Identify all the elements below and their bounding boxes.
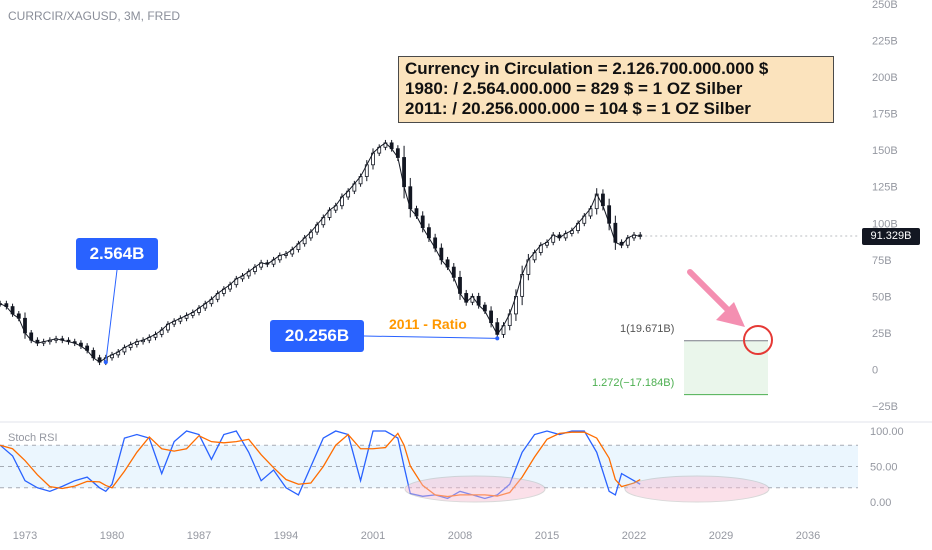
drawing-overlay xyxy=(103,235,860,396)
rsi-oversold-ellipse-1 xyxy=(404,475,546,503)
fib-extension-zone xyxy=(684,340,768,395)
time-tick-label: 2015 xyxy=(535,530,559,542)
main-price-plot xyxy=(0,139,643,366)
rsi-oversold-ellipse-2 xyxy=(624,475,770,503)
stoch-rsi-d-line xyxy=(0,431,641,498)
time-tick-label: 2022 xyxy=(622,530,646,542)
price-tick-label: 0 xyxy=(872,364,878,376)
note-line-3: 2011: / 20.256.000.000 = 104 $ = 1 OZ Si… xyxy=(405,99,751,118)
time-tick-label: 2036 xyxy=(796,530,820,542)
note-line-2: 1980: / 2.564.000.000 = 829 $ = 1 OZ Sil… xyxy=(405,79,743,98)
arrow-head xyxy=(716,302,745,327)
price-tick-label: 125B xyxy=(872,182,898,194)
stoch-rsi-axis: 100.00 50.00 0.00 xyxy=(870,426,904,509)
callout-2011-low: 20.256B xyxy=(270,320,364,352)
time-tick-label: 2008 xyxy=(448,530,472,542)
time-tick-label: 1973 xyxy=(13,530,37,542)
time-tick-label: 1994 xyxy=(274,530,298,542)
fib-level-1272: 1.272(−17.184B) xyxy=(592,377,675,389)
time-tick-label: 2029 xyxy=(709,530,733,542)
rsi-tick-label: 100.00 xyxy=(870,426,904,438)
callout-2011-connector xyxy=(363,335,498,339)
stoch-rsi-k-line xyxy=(0,430,641,500)
time-tick-label: 1987 xyxy=(187,530,211,542)
callout-1980-point xyxy=(103,360,108,365)
last-price-tag: 91.329B xyxy=(862,228,920,245)
arrow-shaft xyxy=(687,269,730,312)
target-circle-marker xyxy=(743,325,773,355)
price-tick-label: 100B xyxy=(872,218,898,230)
price-axis: 250B 225B 200B 175B 150B 125B 100B 75B 50B 25B 0 −2… xyxy=(872,0,898,413)
price-tick-label: 175B xyxy=(872,109,898,121)
stoch-rsi-label: Stoch RSI xyxy=(8,432,58,444)
callout-1980-low: 2.564B xyxy=(76,238,158,270)
callout-1980-connector xyxy=(105,269,118,363)
price-tick-label: 25B xyxy=(872,328,892,340)
rsi-tick-label: 50.00 xyxy=(870,462,898,474)
time-tick-label: 1980 xyxy=(100,530,124,542)
price-tick-label: 225B xyxy=(872,36,898,48)
ratio-label: 2011 - Ratio xyxy=(389,316,467,332)
info-note: Currency in Circulation = 2.126.700.000.… xyxy=(398,56,834,123)
price-tick-label: 250B xyxy=(872,0,898,11)
price-tick-label: −25B xyxy=(872,401,898,413)
price-tick-label: 75B xyxy=(872,255,892,267)
price-tick-label: 200B xyxy=(872,72,898,84)
price-tick-label: 150B xyxy=(872,145,898,157)
note-line-1: Currency in Circulation = 2.126.700.000.… xyxy=(405,59,769,78)
stoch-rsi-panel xyxy=(0,421,932,503)
time-axis: 1973 1980 1987 1994 2001 2008 2015 2022 2029 2036 xyxy=(13,530,820,542)
callout-2011-point xyxy=(495,336,500,341)
fib-level-1: 1(19.671B) xyxy=(620,323,675,335)
symbol-title: CURRCIR/XAGUSD, 3M, FRED xyxy=(8,9,181,23)
price-tick-label: 50B xyxy=(872,291,892,303)
rsi-tick-label: 0.00 xyxy=(870,497,891,509)
time-tick-label: 2001 xyxy=(361,530,385,542)
